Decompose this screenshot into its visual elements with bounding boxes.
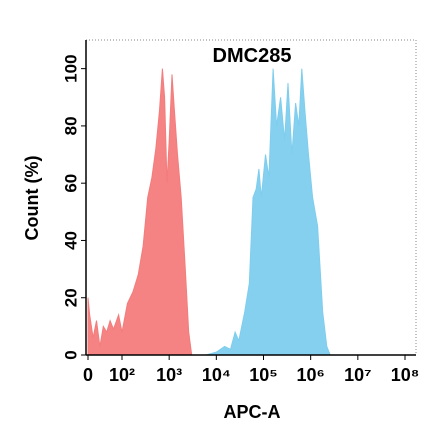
x-tick-label: 0 [83, 365, 93, 385]
y-tick-label: 40 [61, 231, 80, 250]
x-tick-label: 10³ [156, 365, 182, 385]
x-tick-label: 10⁶ [297, 365, 325, 385]
x-tick-label: 10² [109, 365, 135, 385]
y-tick-label: 60 [61, 174, 80, 193]
y-axis-label: Count (%) [22, 156, 42, 241]
x-tick-label: 10⁵ [249, 365, 277, 385]
x-tick-label: 10⁷ [344, 365, 371, 385]
y-tick-label: 80 [61, 116, 80, 135]
x-tick-label: 10⁸ [391, 365, 420, 385]
y-tick-label: 0 [61, 350, 80, 359]
x-tick-label: 10⁴ [202, 365, 231, 385]
x-axis-label: APC-A [224, 402, 281, 422]
histogram-area [205, 68, 331, 356]
y-tick-label: 20 [61, 288, 80, 307]
histogram-area [87, 68, 193, 356]
chart-title: DMC285 [213, 45, 292, 67]
y-tick-label: 100 [61, 54, 80, 82]
